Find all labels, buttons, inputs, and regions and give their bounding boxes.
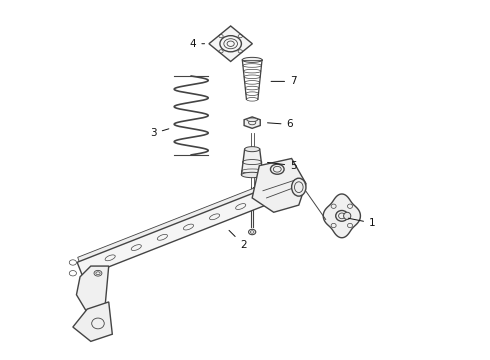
- Polygon shape: [323, 194, 361, 238]
- Polygon shape: [244, 117, 260, 129]
- Text: 7: 7: [271, 76, 297, 86]
- Ellipse shape: [243, 57, 262, 62]
- Ellipse shape: [245, 147, 260, 152]
- Polygon shape: [252, 158, 306, 212]
- Polygon shape: [76, 266, 109, 313]
- Ellipse shape: [224, 39, 238, 49]
- Polygon shape: [242, 149, 263, 175]
- Ellipse shape: [247, 118, 258, 122]
- Ellipse shape: [292, 178, 306, 196]
- Polygon shape: [73, 302, 112, 341]
- Text: 2: 2: [229, 230, 246, 249]
- Polygon shape: [78, 179, 282, 269]
- Ellipse shape: [343, 212, 351, 220]
- Ellipse shape: [270, 164, 284, 174]
- Text: 1: 1: [348, 218, 376, 228]
- Text: 3: 3: [150, 129, 169, 138]
- Ellipse shape: [242, 172, 263, 178]
- Polygon shape: [77, 183, 284, 277]
- Ellipse shape: [220, 36, 242, 52]
- Text: 6: 6: [268, 120, 293, 129]
- Polygon shape: [209, 26, 252, 62]
- Text: 4: 4: [190, 39, 204, 49]
- Text: 5: 5: [268, 161, 297, 171]
